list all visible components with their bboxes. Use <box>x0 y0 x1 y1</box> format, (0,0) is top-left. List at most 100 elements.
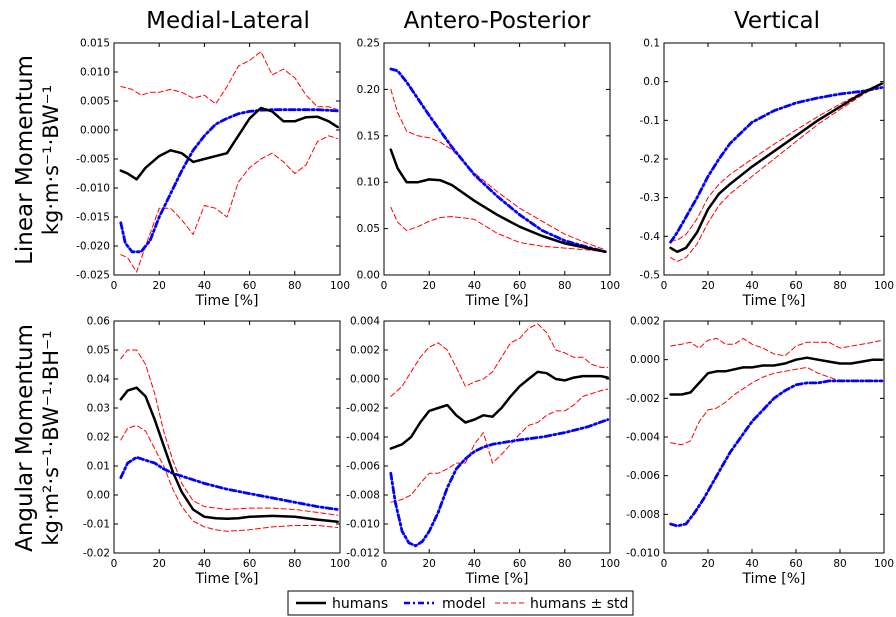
series-line-model <box>669 86 884 244</box>
x-tick-label: 0 <box>381 558 388 570</box>
legend-label-std: humans ± std <box>530 596 628 612</box>
legend-label-humans: humans <box>332 596 388 612</box>
x-tick-label: 40 <box>198 280 211 292</box>
series-line-humans <box>389 148 607 254</box>
row-label-linear-title: Linear Momentum <box>12 55 38 265</box>
y-tick-label: -0.020 <box>76 241 110 253</box>
y-tick-label: -0.008 <box>626 509 660 521</box>
series-line-humans-std <box>670 83 883 262</box>
plot-area <box>114 321 340 553</box>
plot-area <box>384 321 610 553</box>
y-tick-label: -0.2 <box>640 154 661 166</box>
x-axis-label: Time [%] <box>465 571 529 587</box>
y-tick-label: -0.004 <box>626 432 660 444</box>
legend: humans model humans ± std <box>287 590 634 616</box>
y-tick-label: -0.01 <box>83 519 110 531</box>
x-tick-label: 20 <box>153 280 166 292</box>
series-line-humans <box>669 356 884 396</box>
series-line-model <box>389 418 610 548</box>
y-tick-label: -0.02 <box>83 548 110 560</box>
subplot-grid: 0 20 40 60 80 100-0.025-0.020-0.015-0.010-0.0… <box>76 38 894 588</box>
x-tick-label: 0 <box>111 558 118 570</box>
x-tick-label: 20 <box>153 558 166 570</box>
y-tick-label: -0.010 <box>626 548 660 560</box>
x-tick-label: 60 <box>789 280 802 292</box>
series-line-humans-std <box>390 323 609 397</box>
col-title-medial-lateral: Medial-Lateral <box>146 8 310 34</box>
series-group <box>389 67 607 254</box>
x-tick-label: 20 <box>423 558 436 570</box>
y-tick-label: -0.5 <box>640 270 661 282</box>
series-line-humans-std <box>120 135 339 273</box>
subplot-1: 0 20 40 60 80 100 -0.025 -0.020 -0.015 -0.010 -0.0… <box>76 38 350 310</box>
col-title-antero-posterior: Antero-Posterior <box>404 8 591 34</box>
row-label-angular-unit: kg·m²·s⁻¹·BW⁻¹·BH⁻¹ <box>39 330 63 545</box>
y-tick-label: 0.005 <box>80 96 110 108</box>
y-tick-label: 0.000 <box>80 125 110 137</box>
series-line-humans <box>669 82 884 254</box>
y-tick-label: -0.010 <box>346 519 380 531</box>
x-tick-label: 0 <box>661 558 668 570</box>
y-tick-label: 0.01 <box>87 461 110 473</box>
series-line-humans-std <box>390 388 609 503</box>
y-tick-label: -0.010 <box>76 183 110 195</box>
axes-frame <box>383 42 611 276</box>
y-tick-label: 0.25 <box>357 38 380 50</box>
x-tick-label: 40 <box>468 558 481 570</box>
subplot-4: 0 20 40 60 80 100 -0.02 -0.01 0.00 0.01 0.02 0.03 0.… <box>83 316 350 588</box>
x-tick-label: 40 <box>745 280 758 292</box>
legend-label-model: model <box>442 596 486 612</box>
y-tick-label: -0.006 <box>626 470 660 482</box>
series-line-humans-std <box>390 206 606 253</box>
y-tick-label: -0.002 <box>346 403 380 415</box>
x-tick-label: 80 <box>558 558 571 570</box>
y-tick-label: 0.05 <box>357 223 380 235</box>
y-tick-label: 0.1 <box>643 38 660 50</box>
x-axis-label: Time [%] <box>195 293 259 309</box>
y-tick-label: 0.10 <box>357 177 380 189</box>
y-tick-label: 0.05 <box>87 345 110 357</box>
y-tick-label: 0.015 <box>80 38 110 50</box>
legend-box <box>287 590 634 616</box>
y-tick-label: 0.20 <box>357 84 380 96</box>
subplot-2: 0 20 40 60 80 100 0.00 0.05 0.10 0.15 0.20 0.25 Time… <box>357 38 620 310</box>
col-title-vertical: Vertical <box>734 8 820 34</box>
series-line-model <box>119 455 340 511</box>
row-label-angular-title: Angular Momentum <box>12 324 38 552</box>
plot-area <box>664 43 884 275</box>
y-tick-label: 0.010 <box>80 67 110 79</box>
x-tick-label: 20 <box>701 558 714 570</box>
subplot-6: 0 20 40 60 80 100 -0.010 -0.008 -0.006 -0.004 -0.0… <box>626 316 894 588</box>
x-axis-label: Time [%] <box>742 571 806 587</box>
series-line-humans-std <box>120 51 339 111</box>
row-label-angular: Angular Momentum kg·m²·s⁻¹·BW⁻¹·BH⁻¹ <box>12 324 63 552</box>
x-tick-label: 0 <box>661 280 668 292</box>
y-tick-label: 0.04 <box>87 374 111 386</box>
x-tick-label: 100 <box>600 280 620 292</box>
series-line-model <box>389 67 607 254</box>
y-tick-label: 0.004 <box>350 316 380 328</box>
y-tick-label: -0.4 <box>640 231 661 243</box>
series-group <box>669 337 884 528</box>
series-line-humans-std <box>670 337 883 357</box>
y-tick-label: 0.03 <box>87 403 110 415</box>
row-label-linear-unit: kg·m·s⁻¹·BW⁻¹ <box>39 85 63 235</box>
y-tick-label: -0.006 <box>346 461 380 473</box>
series-line-humans-std <box>390 88 606 251</box>
y-tick-label: -0.002 <box>626 393 660 405</box>
x-tick-label: 40 <box>468 280 481 292</box>
x-axis-label: Time [%] <box>742 293 806 309</box>
y-tick-label: 0.0 <box>643 76 660 88</box>
x-tick-label: 100 <box>874 280 894 292</box>
x-tick-label: 40 <box>745 558 758 570</box>
x-axis-label: Time [%] <box>465 293 529 309</box>
series-line-model <box>119 108 340 254</box>
x-tick-label: 0 <box>381 280 388 292</box>
y-tick-label: -0.3 <box>640 192 661 204</box>
series-group <box>119 349 340 532</box>
plot-area <box>664 321 884 553</box>
y-tick-label: 0.00 <box>357 270 380 282</box>
y-tick-label: 0.15 <box>357 130 380 142</box>
x-axis-label: Time [%] <box>195 571 259 587</box>
